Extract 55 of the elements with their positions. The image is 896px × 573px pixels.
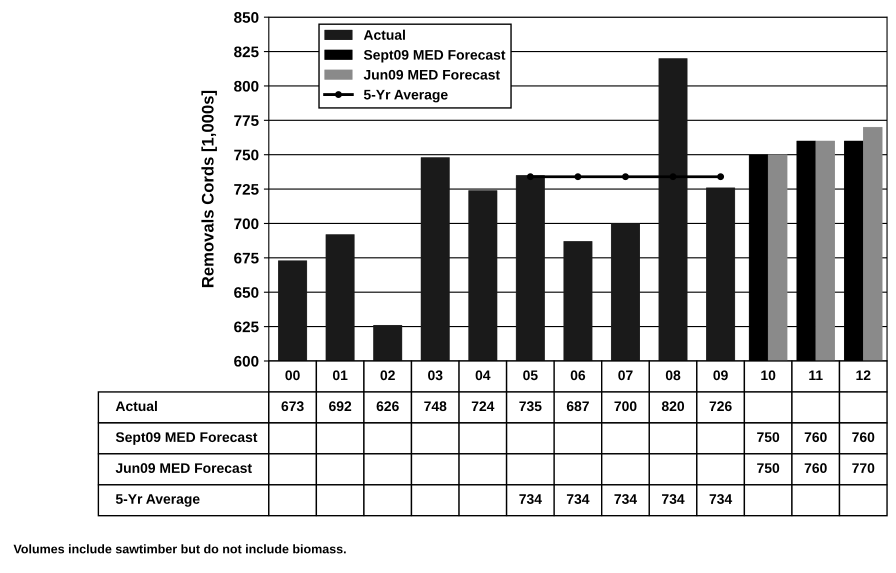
y-axis-title: Removals Cords [1,000s] [201,90,217,288]
data-label: 673 [282,401,304,412]
data-label: 748 [424,401,446,412]
x-tick-label: 11 [809,370,823,380]
text: 5-Yr Average [116,494,200,507]
text: Jun09 MED Forecast [116,463,252,474]
x-tick-label: 08 [666,370,680,380]
data-label: 724 [472,401,494,411]
x-tick-label: 05 [523,370,538,380]
text: Sept09 MED Forecast [116,432,258,445]
data-label: 726 [710,401,732,412]
x-tick-label: 04 [476,370,490,380]
legend-label: Actual [364,30,405,40]
text: Actual [116,400,157,412]
y-tick-label: 625 [234,321,259,332]
data-label: 770 [852,463,874,474]
x-tick-label: 03 [428,370,442,380]
y-tick-label: 825 [234,46,259,58]
y-tick-label: 650 [234,287,258,298]
x-tick-label: 10 [761,370,776,380]
text: Volumes include sawtimber but do not include biomass. [14,544,346,554]
x-tick-label: 01 [332,370,348,380]
data-label: 734 [519,494,542,504]
y-tick-label: 750 [234,150,258,160]
data-label: 734 [662,494,685,504]
data-label: 750 [757,463,780,474]
data-label: 700 [614,401,636,412]
y-tick-label: 800 [234,80,258,92]
x-tick-label: 12 [856,370,870,380]
x-tick-label: 06 [570,370,586,380]
data-label: 750 [757,432,780,442]
y-tick-label: 675 [234,252,259,264]
y-tick-label: 775 [234,115,259,126]
x-tick-label: 09 [713,370,728,380]
data-label: 760 [804,463,827,474]
data-label: 820 [662,401,684,412]
data-label: 760 [852,432,874,442]
legend-label: 5-Yr Average [364,90,448,102]
legend-label: Jun09 MED Forecast [364,70,500,80]
x-tick-label: 02 [380,370,395,380]
data-label: 734 [710,494,732,504]
y-tick-label: 850 [234,12,258,23]
x-tick-label: 07 [618,370,633,380]
data-label: 692 [329,401,352,412]
data-label: 735 [519,401,542,412]
y-tick-label: 600 [234,356,258,367]
data-label: 687 [566,401,589,412]
data-label: 626 [376,401,399,412]
x-tick-label: 00 [285,370,300,380]
y-tick-label: 700 [234,218,258,230]
data-label: 760 [804,432,827,442]
data-label: 734 [614,494,637,504]
y-tick-label: 725 [234,184,259,195]
legend-label: Sept09 MED Forecast [364,50,506,63]
data-label: 734 [566,494,590,504]
